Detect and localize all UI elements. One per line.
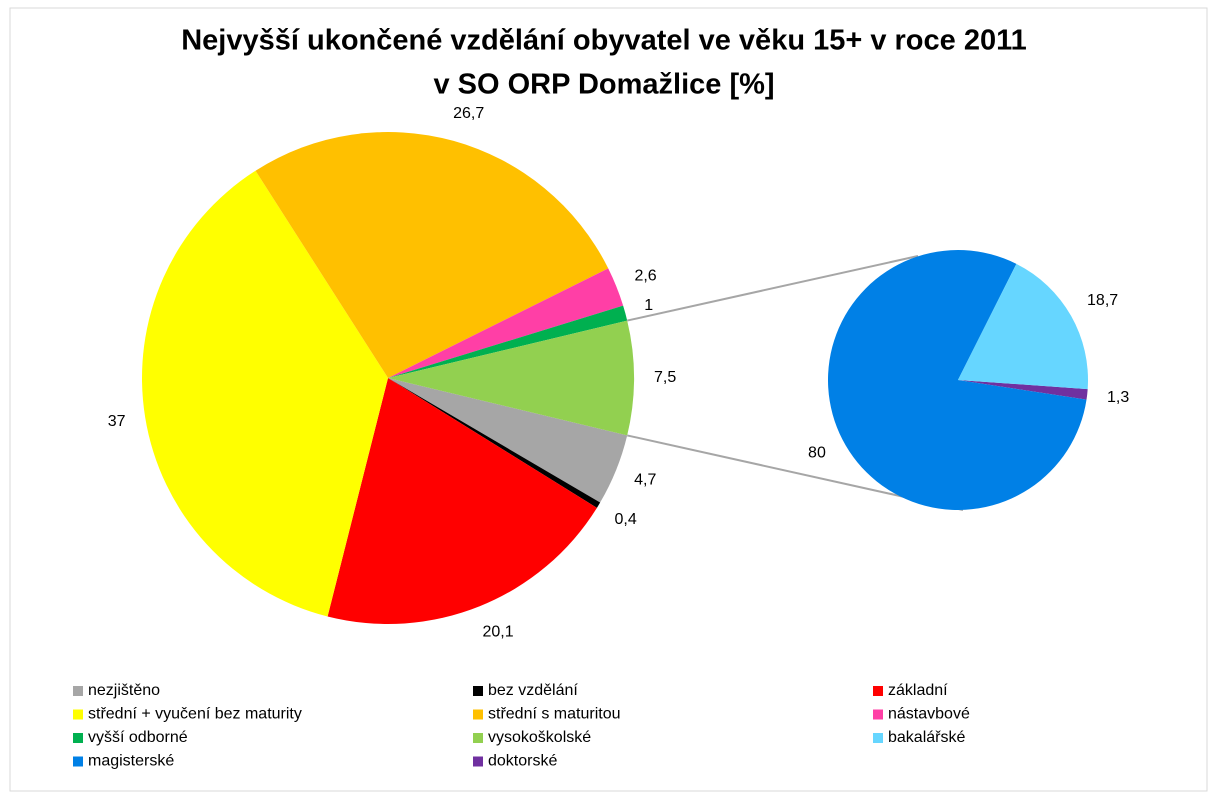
legend-label: bakalářské: [888, 729, 965, 746]
data-label: 37: [108, 413, 126, 430]
data-label: 0,4: [615, 511, 637, 528]
legend-label: vyšší odborné: [88, 729, 188, 746]
data-label: 1,3: [1107, 389, 1129, 406]
pie-slice: [327, 378, 597, 624]
legend-label: nezjištěno: [88, 682, 160, 699]
legend-swatch: [873, 709, 883, 720]
chart-title: v SO ORP Domažlice [%]: [433, 69, 774, 101]
data-label: 18,7: [1087, 292, 1118, 309]
legend-label: střední + vyučení bez maturity: [88, 706, 302, 723]
legend-label: nástavbové: [888, 706, 970, 723]
legend-swatch: [473, 709, 483, 720]
pie-slice: [388, 378, 628, 503]
legend-swatch: [873, 686, 883, 696]
data-label: 26,7: [453, 105, 484, 122]
data-label: 2,6: [634, 268, 656, 285]
pie-slice: [388, 305, 628, 378]
legend-swatch: [73, 686, 83, 696]
legend-swatch: [73, 733, 83, 743]
pie-slice: [388, 320, 634, 436]
legend-label: vysokoškolské: [488, 729, 591, 746]
data-label: 20,1: [482, 623, 513, 640]
legend-swatch: [473, 686, 483, 696]
legend-swatch: [473, 733, 483, 743]
legend-swatch: [473, 756, 483, 767]
legend-swatch: [73, 756, 83, 767]
data-label: 7,5: [654, 369, 676, 386]
data-label: 1: [644, 297, 653, 314]
data-label: 80: [808, 445, 826, 462]
pie-slice: [255, 132, 609, 378]
legend-label: střední s maturitou: [488, 706, 621, 723]
connector-line: [626, 255, 919, 322]
legend-swatch: [873, 733, 883, 743]
pie-slice: [388, 268, 624, 378]
legend-label: základní: [888, 682, 948, 699]
legend-label: bez vzdělání: [488, 682, 578, 699]
legend-label: doktorské: [488, 753, 557, 770]
legend-label: magisterské: [88, 753, 174, 770]
chart-title: Nejvyšší ukončené vzdělání obyvatel ve v…: [181, 25, 1027, 57]
pie-slice: [828, 250, 1087, 510]
pie-slice: [142, 170, 388, 617]
legend-swatch: [73, 709, 83, 720]
data-label: 4,7: [634, 472, 656, 489]
pie-slice: [958, 380, 1088, 400]
pie-slice: [388, 378, 601, 508]
pie-slice: [958, 263, 1089, 390]
